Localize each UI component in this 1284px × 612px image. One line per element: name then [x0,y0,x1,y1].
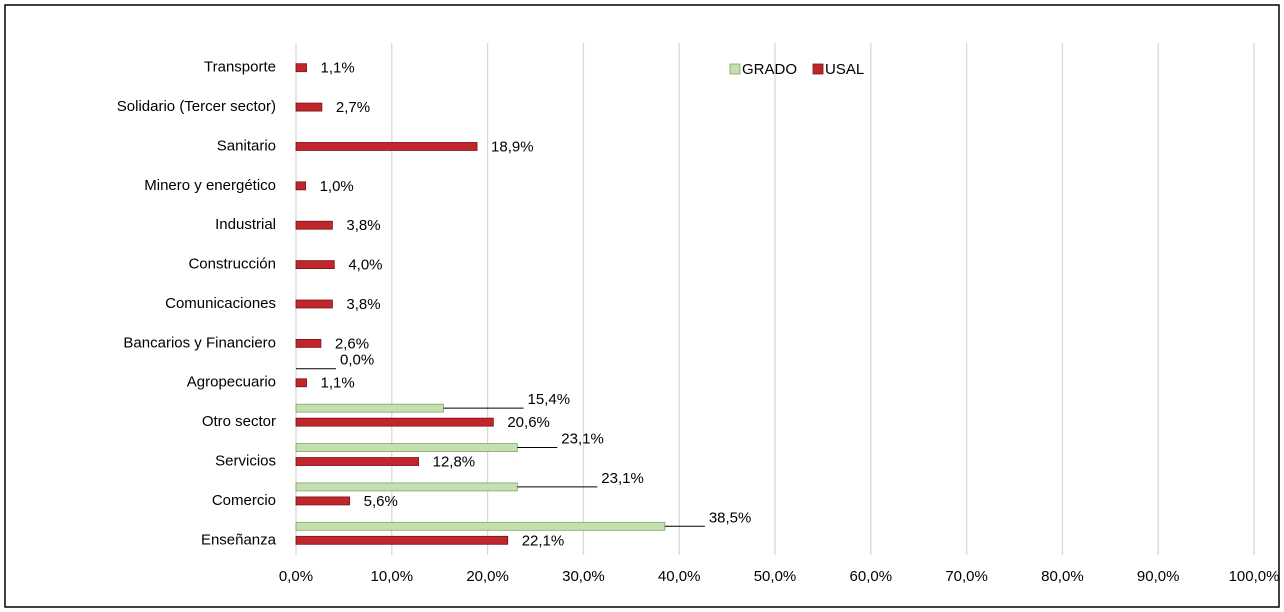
x-tick-label: 10,0% [371,568,414,585]
x-tick-label: 70,0% [945,568,988,585]
bar [295,403,444,413]
y-tick-label: Otro sector [202,413,276,430]
y-tick-label: Transporte [204,59,276,76]
value-label: 2,6% [335,335,369,352]
value-label: 1,1% [321,375,355,392]
x-tick-label: 30,0% [562,568,605,585]
bar [295,102,323,112]
bar [295,378,307,388]
chart-frame [4,4,1280,608]
value-label: 0,0% [340,352,374,369]
value-label: 12,8% [433,454,476,471]
value-label: 5,6% [364,493,398,510]
bar [295,482,518,492]
bar [295,299,333,309]
value-label: 1,0% [320,178,354,195]
bar [295,496,351,506]
value-label: 23,1% [561,431,604,448]
legend-label: USAL [825,61,864,78]
x-tick-label: 60,0% [850,568,893,585]
x-tick-label: 80,0% [1041,568,1084,585]
value-label: 3,8% [346,217,380,234]
value-label: 4,0% [348,257,382,274]
x-tick-label: 0,0% [279,568,313,585]
y-tick-label: Sanitario [217,137,276,154]
value-label: 2,7% [336,99,370,116]
y-tick-label: Agropecuario [187,374,276,391]
y-tick-label: Minero y energético [144,177,276,194]
bar [295,63,307,73]
value-label: 22,1% [522,532,565,549]
bar [295,181,306,191]
legend-swatch [729,63,741,75]
bar [295,220,333,230]
y-tick-label: Industrial [215,216,276,233]
y-tick-label: Construcción [188,256,276,273]
x-tick-label: 100,0% [1229,568,1280,585]
bar [295,142,478,151]
legend-label: GRADO [742,61,797,78]
y-tick-label: Comunicaciones [165,295,276,312]
y-tick-label: Bancarios y Financiero [123,334,276,351]
bar [295,443,518,452]
x-tick-label: 20,0% [466,568,509,585]
x-tick-label: 50,0% [754,568,797,585]
bar [295,260,335,270]
bar [295,338,322,348]
y-tick-label: Comercio [212,492,276,509]
value-label: 3,8% [346,296,380,313]
value-label: 15,4% [528,391,571,408]
value-label: 18,9% [491,138,534,155]
value-label: 23,1% [601,470,644,487]
bar [295,457,420,466]
legend-swatch [812,63,824,75]
x-tick-label: 40,0% [658,568,701,585]
bar [295,535,509,545]
value-label: 20,6% [507,414,550,431]
x-tick-label: 90,0% [1137,568,1180,585]
y-tick-label: Servicios [215,453,276,470]
value-label: 1,1% [321,60,355,77]
y-tick-label: Enseñanza [201,531,277,548]
value-label: 38,5% [709,509,752,526]
bar [295,521,666,531]
bar [295,417,494,427]
y-tick-label: Solidario (Tercer sector) [117,98,276,115]
